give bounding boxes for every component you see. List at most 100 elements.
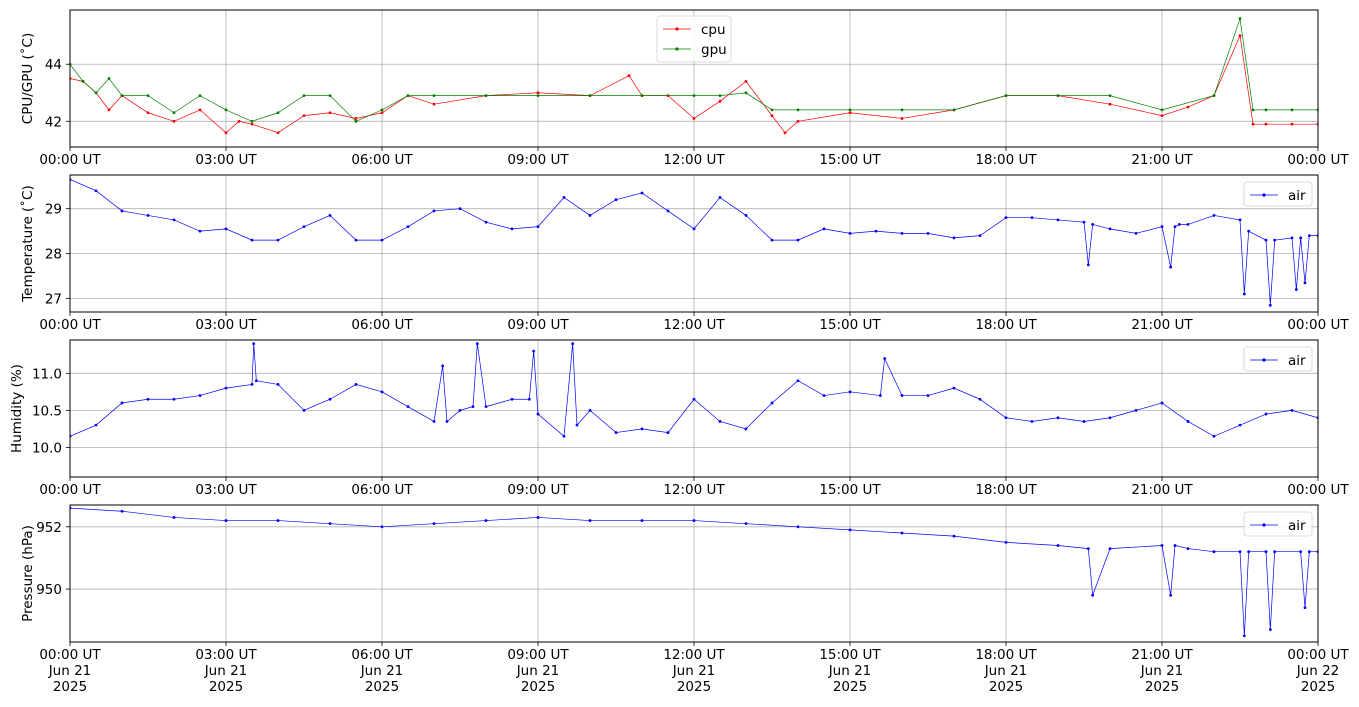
data-point-air [120, 209, 124, 213]
data-point-air [250, 383, 254, 386]
data-point-gpu [1212, 94, 1216, 98]
data-point-cpu [354, 117, 358, 120]
data-point-cpu [1108, 102, 1112, 106]
x-tick-label: 00:00 UT [39, 152, 101, 168]
x-tick-label: 00:00 UT [1287, 482, 1349, 498]
data-point-gpu [536, 94, 540, 98]
data-point-air [120, 509, 124, 513]
data-point-cpu [146, 111, 150, 115]
x-tick-label: 00:00 UT Jun 21 2025 [39, 647, 101, 695]
data-point-air [254, 379, 258, 383]
data-point-air [1303, 281, 1307, 285]
data-point-air [406, 405, 410, 409]
data-point-cpu [627, 74, 631, 78]
chart-panel-2: 00:00 UT 03:00 UT 06:00 UT 09:00 UT 12:00 UT… [19, 174, 1349, 333]
data-point-air [692, 519, 696, 522]
legend: air [1243, 511, 1313, 537]
data-point-air [536, 412, 540, 416]
legend-box [1243, 181, 1313, 207]
data-point-air [1238, 423, 1242, 427]
data-point-air [744, 214, 748, 217]
data-point-gpu [328, 94, 332, 98]
data-point-air [302, 225, 306, 229]
data-point-air [796, 379, 800, 383]
data-point-air [1186, 547, 1190, 550]
data-point-gpu [588, 94, 592, 98]
data-point-air [1290, 408, 1294, 412]
data-point-gpu [107, 77, 111, 80]
x-tick-label: 00:00 UT [1287, 317, 1349, 333]
data-point-gpu [81, 79, 85, 83]
data-point-cpu [198, 108, 202, 112]
x-tick-label: 00:00 UT Jun 22 2025 [1287, 647, 1349, 695]
data-point-air [1134, 408, 1138, 412]
data-point-air [1268, 303, 1272, 307]
data-point-air [952, 236, 956, 240]
series-air [70, 342, 1318, 438]
data-point-gpu [1160, 108, 1164, 112]
x-tick-label: 09:00 UT [507, 317, 569, 333]
data-point-gpu [1238, 17, 1242, 20]
data-point-cpu [718, 99, 722, 103]
data-point-gpu [848, 108, 852, 112]
data-point-gpu [172, 111, 176, 115]
data-point-air [692, 397, 696, 401]
data-point-air [276, 383, 280, 386]
data-point-air [1108, 227, 1112, 231]
data-point-air [445, 420, 449, 423]
data-point-air [441, 364, 445, 368]
data-point-air [1173, 544, 1177, 547]
data-point-air [224, 519, 228, 522]
x-tick-label: 18:00 UT [975, 152, 1037, 168]
data-point-gpu [1056, 94, 1060, 98]
x-tick-label: 09:00 UT [507, 482, 569, 498]
data-point-air [900, 531, 904, 535]
data-point-air [1091, 593, 1095, 597]
y-tick-label: 28 [45, 247, 62, 263]
legend-marker-gpu [675, 47, 679, 51]
data-point-gpu [770, 108, 774, 112]
data-point-air [1004, 416, 1008, 420]
legend-marker-air [1262, 193, 1266, 197]
legend-label-gpu: gpu [701, 42, 727, 58]
data-point-air [1212, 214, 1216, 217]
data-point-gpu [354, 119, 358, 123]
axes-frame [69, 9, 1319, 148]
data-point-cpu [224, 131, 228, 135]
legend-marker-cpu [675, 27, 679, 31]
data-point-air [146, 214, 150, 217]
data-point-air [640, 191, 644, 195]
x-tick-label: 06:00 UT [351, 152, 413, 168]
data-point-cpu [536, 91, 540, 95]
data-point-air [1056, 218, 1060, 222]
x-tick-label: 21:00 UT [1131, 317, 1193, 333]
data-point-air [1091, 223, 1095, 226]
data-point-air [1238, 218, 1242, 222]
data-point-cpu [172, 119, 176, 123]
data-point-air [536, 225, 540, 229]
data-point-gpu [1108, 94, 1112, 98]
data-point-air [1082, 420, 1086, 423]
data-point-air [978, 234, 982, 238]
data-point-air [1264, 550, 1268, 554]
data-point-air [120, 401, 124, 405]
data-point-gpu [640, 94, 644, 98]
data-point-air [1030, 216, 1034, 220]
data-point-air [1290, 236, 1294, 240]
series-line-cpu [70, 34, 1318, 134]
x-tick-label: 00:00 UT [39, 482, 101, 498]
x-tick-label: 00:00 UT [39, 317, 101, 333]
data-point-air [536, 516, 540, 519]
data-point-air [666, 209, 670, 213]
data-point-air [1242, 634, 1246, 638]
data-point-air [1247, 550, 1251, 554]
chart-panel-4: 00:00 UT Jun 21 2025 03:00 UT Jun 21 2025 06:0… [20, 504, 1349, 695]
data-point-air [1299, 236, 1303, 240]
data-point-air [848, 528, 852, 532]
data-point-air [510, 397, 514, 401]
data-point-air [1169, 593, 1173, 597]
y-tick-label: 10.5 [32, 403, 62, 419]
data-point-cpu [1290, 122, 1294, 126]
data-point-air [575, 423, 579, 427]
legend-label-air: air [1288, 353, 1306, 369]
